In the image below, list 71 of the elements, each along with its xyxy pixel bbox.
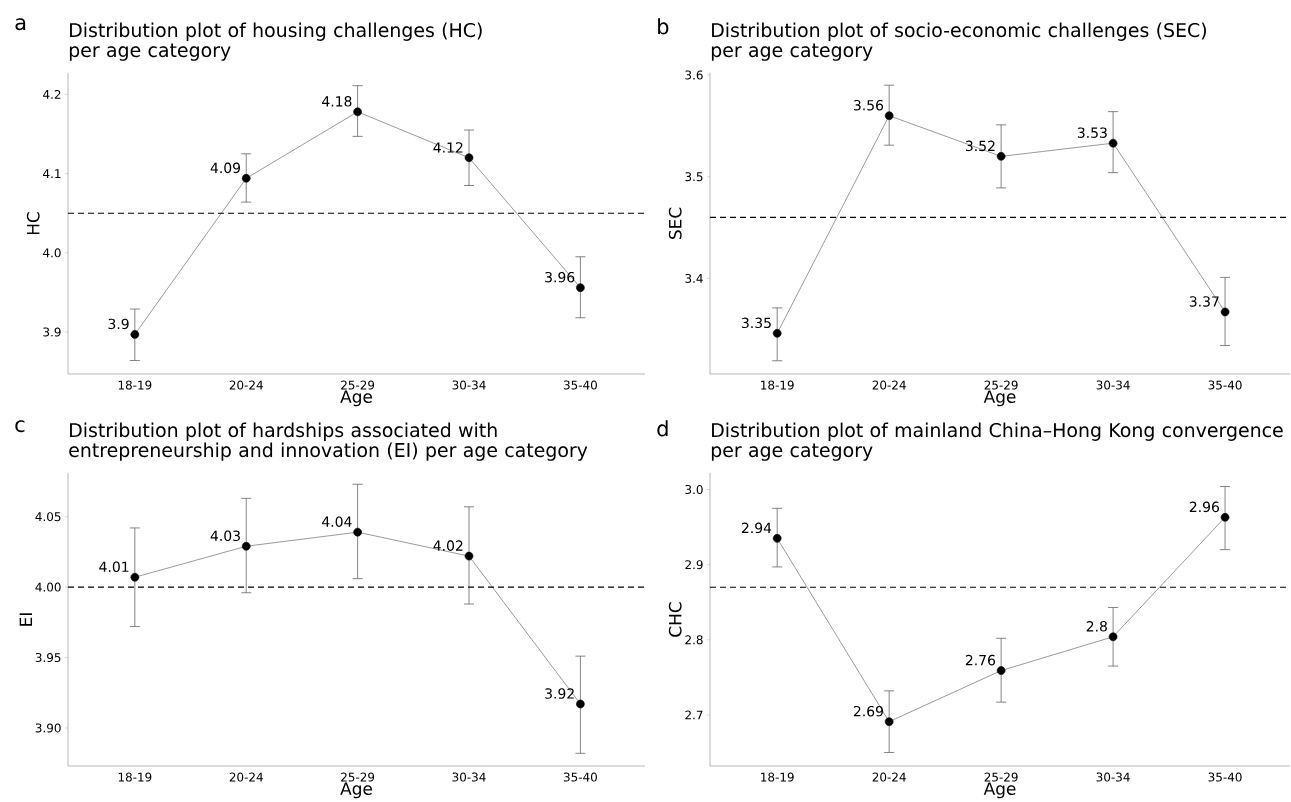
y-tick-label: 3.0: [685, 485, 703, 495]
y-tick-label: 4.2: [43, 89, 61, 99]
x-tick-label: 30-34: [452, 772, 486, 782]
data-label: 4.18: [322, 96, 352, 107]
x-tick-label: 18-19: [118, 772, 152, 782]
y-tick-label: 3.95: [35, 653, 61, 663]
x-tick-label: 18-19: [118, 380, 152, 390]
x-axis-title: Age: [340, 782, 372, 799]
x-tick-label: 25-29: [984, 772, 1018, 782]
y-axis-title: HC: [26, 212, 40, 235]
y-tick-label: 3.5: [685, 172, 703, 182]
text: a: [15, 18, 26, 31]
x-tick-label: 35-40: [563, 380, 597, 390]
chart-title: Distribution plot of socio-economic challenges (SEC) per age category: [711, 22, 1206, 61]
data-label: 3.53: [1077, 127, 1107, 138]
y-tick-label: 2.8: [685, 635, 703, 645]
text: c: [15, 420, 25, 433]
text: d: [657, 420, 668, 437]
x-axis-title: Age: [340, 390, 372, 407]
data-label: 4.02: [433, 540, 463, 551]
data-label: 4.01: [99, 561, 129, 573]
data-label: 3.9: [108, 318, 129, 330]
x-tick-label: 20-24: [229, 772, 263, 782]
x-axis-title: Age: [983, 782, 1016, 799]
y-axis-title: CHC: [668, 602, 682, 637]
x-tick-label: 30-34: [1096, 772, 1130, 782]
data-label: 2.76: [965, 654, 996, 666]
y-tick-label: 2.9: [685, 560, 703, 570]
y-tick-label: 3.9: [43, 327, 61, 337]
y-tick-label: 3.6: [685, 70, 703, 80]
data-label: 3.96: [545, 271, 575, 283]
chart-title: Distribution plot of mainland China–Hong Kong convergence per age category: [711, 422, 1283, 461]
x-tick-label: 35-40: [1208, 772, 1242, 782]
y-tick-label: 4.00: [35, 582, 61, 592]
data-label: 2.69: [853, 705, 883, 717]
x-tick-label: 30-34: [1096, 380, 1130, 390]
x-tick-label: 20-24: [872, 380, 906, 390]
data-label: 4.03: [210, 530, 240, 542]
x-tick-label: 25-29: [984, 380, 1018, 390]
x-tick-label: 25-29: [341, 380, 375, 390]
y-tick-label: 3.4: [685, 273, 703, 283]
data-label: 2.96: [1189, 501, 1219, 513]
x-tick-label: 30-34: [452, 380, 486, 390]
data-label: 3.35: [742, 317, 771, 329]
data-label: 2.94: [741, 522, 772, 534]
data-label: 4.09: [210, 162, 241, 174]
x-axis-title: Age: [983, 390, 1016, 407]
y-axis-title: EI: [19, 613, 33, 626]
x-tick-label: 35-40: [1208, 380, 1242, 390]
x-tick-label: 35-40: [563, 772, 597, 782]
x-tick-label: 18-19: [761, 772, 794, 782]
x-tick-label: 20-24: [872, 772, 906, 782]
chart-title: Distribution plot of housing challenges (HC) per age category: [69, 22, 482, 61]
y-axis-title: SEC: [668, 207, 682, 240]
data-label: 3.56: [853, 99, 884, 111]
y-tick-label: 4.0: [43, 248, 61, 258]
chart-title: Distribution plot of hardships associated with entrepreneurship and innovation (EI) per age category: [69, 422, 588, 461]
x-tick-label: 20-24: [229, 380, 263, 390]
data-label: 4.12: [433, 142, 463, 153]
y-tick-label: 4.05: [35, 512, 61, 522]
y-tick-label: 4.1: [43, 169, 61, 178]
x-tick-label: 25-29: [341, 772, 375, 782]
y-tick-label: 2.7: [685, 710, 703, 720]
data-label: 3.92: [545, 688, 574, 699]
text: b: [658, 18, 669, 35]
data-label: 4.04: [322, 516, 352, 527]
x-tick-label: 18-19: [761, 380, 794, 390]
data-label: 3.37: [1189, 296, 1219, 307]
data-label: 3.52: [965, 140, 995, 152]
y-tick-label: 3.90: [35, 723, 61, 733]
data-label: 2.8: [1086, 621, 1107, 632]
